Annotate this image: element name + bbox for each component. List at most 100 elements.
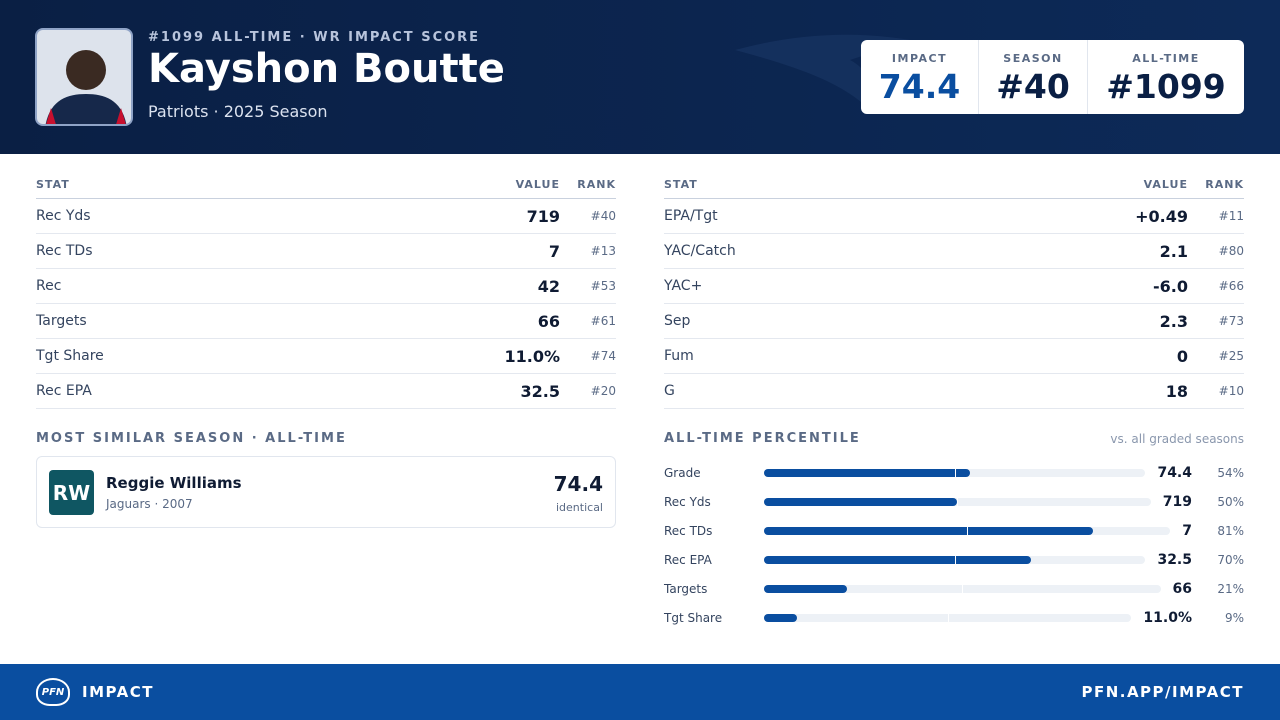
percentile-pct: 9% <box>1224 610 1244 625</box>
stat-value: 42 <box>537 276 560 296</box>
similar-name: Reggie Williams <box>106 474 242 492</box>
column-header: STAT <box>664 178 698 191</box>
player-name: Kayshon Boutte <box>148 46 505 92</box>
percentile-label: Rec Yds <box>664 494 711 509</box>
score-box: IMPACT 74.4 SEASON #40 ALL-TIME #1099 <box>861 40 1244 114</box>
score-label: SEASON <box>1003 52 1063 65</box>
stat-rank: #25 <box>1218 349 1244 363</box>
column-header: RANK <box>577 178 616 191</box>
stat-rank: #66 <box>1218 279 1244 293</box>
stat-rank: #61 <box>590 314 616 328</box>
table-row: Rec EPA 32.5 #20 <box>36 374 616 409</box>
percentile-value: 32.5 <box>1157 551 1192 568</box>
percentile-pct: 70% <box>1217 552 1244 567</box>
footer-logo: PFN <box>36 678 70 706</box>
percentile-label: Rec TDs <box>664 523 713 538</box>
stat-rank: #20 <box>590 384 616 398</box>
bar-track <box>764 497 1151 506</box>
stat-value: 11.0% <box>504 346 560 366</box>
stat-rank: #80 <box>1218 244 1244 258</box>
stat-name: Targets <box>36 313 87 329</box>
stat-rank: #53 <box>590 279 616 293</box>
stat-value: 719 <box>526 206 560 226</box>
stat-name: Tgt Share <box>36 348 104 364</box>
bar-track <box>764 526 1171 535</box>
stat-rank: #74 <box>590 349 616 363</box>
percentile-row: Rec EPA 32.5 70% <box>664 545 1244 574</box>
score-label: IMPACT <box>891 52 948 65</box>
percentile-pct: 50% <box>1217 494 1244 509</box>
column-header: RANK <box>1205 178 1244 191</box>
footer-brand: IMPACT <box>82 683 154 701</box>
stat-name: Rec <box>36 278 62 294</box>
percentile-pct: 21% <box>1217 581 1244 596</box>
stat-rank: #10 <box>1218 384 1244 398</box>
stat-name: YAC/Catch <box>664 243 736 259</box>
column-header: VALUE <box>1143 178 1188 191</box>
table-row: YAC+ -6.0 #66 <box>664 269 1244 304</box>
similar-note: identical <box>556 501 603 514</box>
table-header: STAT VALUE RANK <box>664 178 1244 199</box>
stat-name: Fum <box>664 348 694 364</box>
table-row: G 18 #10 <box>664 374 1244 409</box>
table-row: Rec 42 #53 <box>36 269 616 304</box>
midpoint-marker <box>954 555 956 564</box>
footer: PFN IMPACT PFN.APP/IMPACT <box>0 664 1280 720</box>
stat-table: STAT VALUE RANK EPA/Tgt +0.49 #11 YAC/Catch 2.1… <box>664 178 1244 409</box>
stat-rank: #13 <box>590 244 616 258</box>
midpoint-marker <box>962 584 964 593</box>
percentile-value: 7 <box>1182 522 1192 539</box>
score-cell: ALL-TIME #1099 <box>1088 40 1244 114</box>
percentile-row: Rec TDs 7 81% <box>664 516 1244 545</box>
percentile-value: 66 <box>1172 580 1192 597</box>
percentile-row: Targets 66 21% <box>664 574 1244 603</box>
bar-track <box>764 584 1161 593</box>
percentile-label: Rec EPA <box>664 552 712 567</box>
stat-value: 32.5 <box>520 381 560 401</box>
stat-rank: #11 <box>1218 209 1244 223</box>
footer-url: PFN.APP/IMPACT <box>1081 683 1244 701</box>
percentile-row: Tgt Share 11.0% 9% <box>664 603 1244 632</box>
stat-value: -6.0 <box>1153 276 1188 296</box>
stat-name: G <box>664 383 675 399</box>
table-row: Targets 66 #61 <box>36 304 616 339</box>
score-cell: IMPACT 74.4 <box>861 40 979 114</box>
bar <box>764 526 1094 535</box>
stat-value: 0 <box>1176 346 1188 366</box>
table-row: Tgt Share 11.0% #74 <box>36 339 616 374</box>
stat-value: +0.49 <box>1135 206 1188 226</box>
score-value: 74.4 <box>878 67 961 106</box>
percentile-value: 11.0% <box>1143 609 1192 626</box>
stat-value: 2.1 <box>1159 241 1188 261</box>
player-silhouette <box>45 50 127 124</box>
table-row: Rec Yds 719 #40 <box>36 199 616 234</box>
percentile-list: Grade 74.4 54% Rec Yds 719 50% Rec TDs 7 81% Rec … <box>664 458 1244 632</box>
bar <box>764 555 1032 564</box>
stat-name: Rec TDs <box>36 243 93 259</box>
stat-rank: #40 <box>590 209 616 223</box>
stat-value: 2.3 <box>1159 311 1188 331</box>
stat-rank: #73 <box>1218 314 1244 328</box>
percentile-label: Targets <box>664 581 708 596</box>
stat-name: YAC+ <box>664 278 703 294</box>
percentile-value: 719 <box>1162 493 1192 510</box>
percentile-value: 74.4 <box>1157 464 1192 481</box>
header: #1099 ALL-TIME · WR IMPACT SCORE Kayshon… <box>0 0 1280 154</box>
stat-value: 18 <box>1165 381 1188 401</box>
bar-track <box>764 613 1132 622</box>
similar-score: 74.4 <box>553 472 603 496</box>
score-label: ALL-TIME <box>1132 52 1200 65</box>
midpoint-marker <box>967 526 969 535</box>
midpoint-marker <box>957 497 959 506</box>
stat-value: 66 <box>537 311 560 331</box>
bar <box>764 584 848 593</box>
bar-track <box>764 468 1146 477</box>
table-row: Rec TDs 7 #13 <box>36 234 616 269</box>
table-row: Sep 2.3 #73 <box>664 304 1244 339</box>
stat-name: Rec Yds <box>36 208 91 224</box>
percentile-label: Tgt Share <box>664 610 723 625</box>
midpoint-marker <box>954 468 956 477</box>
column-header: STAT <box>36 178 70 191</box>
player-photo <box>35 28 133 126</box>
bar <box>764 468 970 477</box>
